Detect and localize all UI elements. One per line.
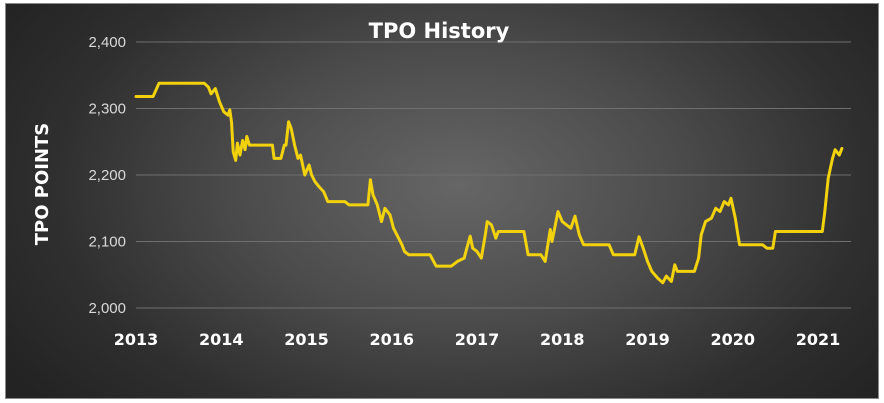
y-tick-label: 2,000 bbox=[88, 300, 126, 317]
x-tick-label: 2021 bbox=[796, 330, 841, 349]
y-axis-label: TPO POINTS bbox=[32, 123, 53, 246]
x-tick-label: 2014 bbox=[199, 330, 244, 349]
y-tick-label: 2,400 bbox=[88, 34, 126, 51]
x-tick-label: 2020 bbox=[710, 330, 755, 349]
y-tick-label: 2,300 bbox=[88, 101, 126, 118]
series-line-0 bbox=[134, 81, 844, 285]
chart-frame: 2,000 2,100 2,200 2,300 2,400 2013 2014 2015 20… bbox=[5, 3, 879, 399]
y-tick-labels: 2,000 2,100 2,200 2,300 2,400 bbox=[88, 34, 126, 317]
series-layer bbox=[134, 81, 844, 285]
x-tick-label: 2018 bbox=[540, 330, 585, 349]
x-tick-label: 2016 bbox=[369, 330, 414, 349]
x-tick-label: 2013 bbox=[114, 330, 159, 349]
x-tick-label: 2017 bbox=[455, 330, 500, 349]
y-tick-label: 2,100 bbox=[88, 234, 126, 251]
x-tick-labels: 2013 2014 2015 2016 2017 2018 2019 2020 2021 bbox=[114, 330, 841, 349]
x-tick-label: 2015 bbox=[284, 330, 329, 349]
chart-title: TPO History bbox=[369, 19, 510, 43]
x-tick-label: 2019 bbox=[625, 330, 670, 349]
grid-layer bbox=[136, 41, 851, 309]
y-tick-label: 2,200 bbox=[88, 167, 126, 184]
